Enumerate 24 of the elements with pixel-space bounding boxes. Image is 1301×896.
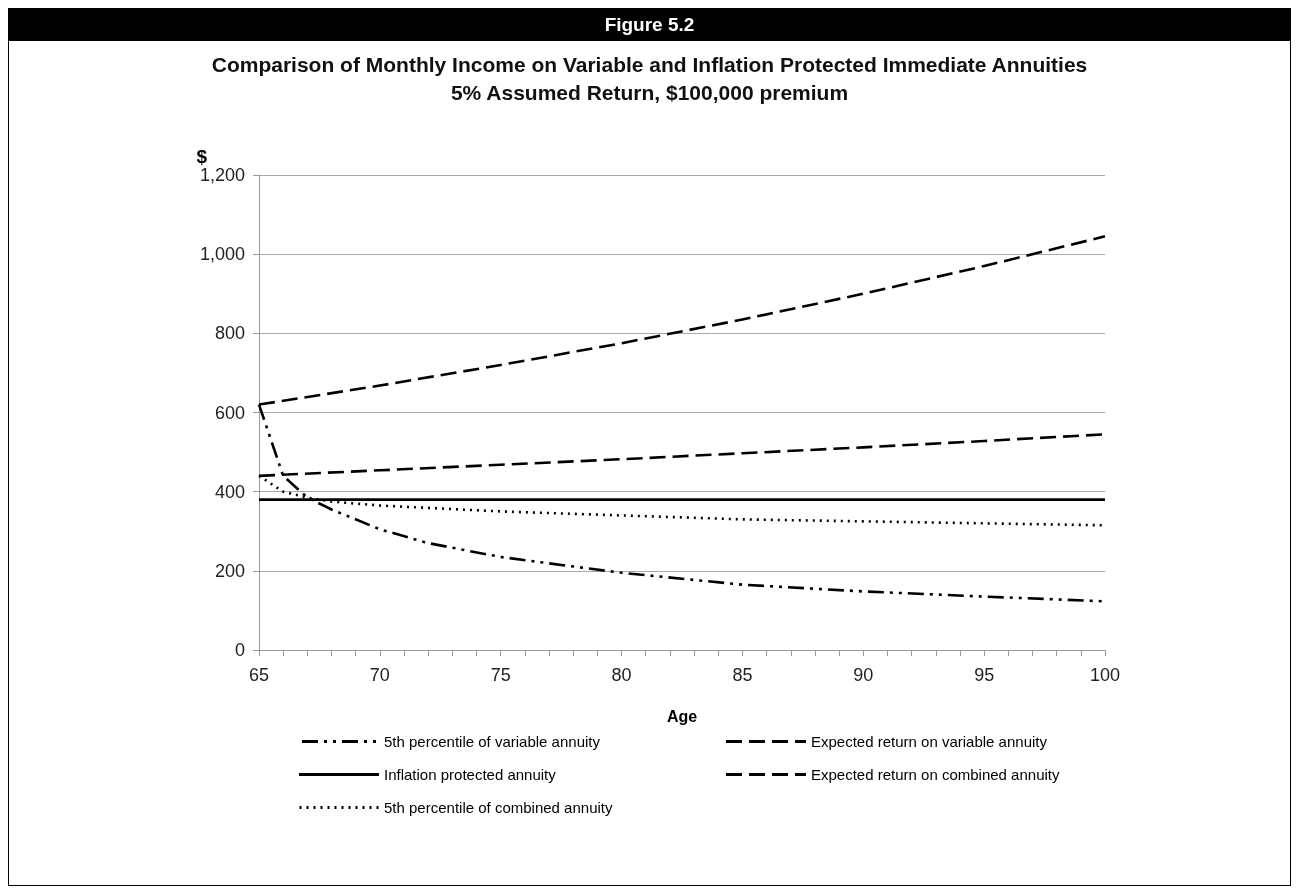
x-tick-label: 80 bbox=[611, 665, 632, 685]
y-tick-label: 1,200 bbox=[199, 165, 245, 185]
y-tick-label: 0 bbox=[234, 640, 245, 660]
legend-label: Expected return on combined annuity bbox=[811, 766, 1060, 783]
x-tick-label: 65 bbox=[248, 665, 270, 685]
x-tick-label: 95 bbox=[974, 665, 995, 685]
legend-label: Expected return on variable annuity bbox=[811, 733, 1048, 750]
y-axis-title: $ bbox=[196, 146, 208, 168]
y-tick-label: 800 bbox=[214, 323, 245, 344]
chart-title: Figure 5.2 bbox=[9, 9, 1290, 41]
x-tick-label: 100 bbox=[1089, 665, 1121, 685]
legend-label: 5th percentile of variable annuity bbox=[384, 733, 601, 750]
y-tick-label: 1,000 bbox=[199, 244, 245, 265]
x-tick-label: 85 bbox=[732, 665, 753, 685]
legend-label: Inflation protected annuity bbox=[384, 766, 557, 783]
y-tick-label: 400 bbox=[214, 481, 245, 502]
x-tick-label: 70 bbox=[369, 665, 390, 685]
chart-subtitle: Comparison of Monthly Income on Variable and Inflation Protected Immediate Annuities 5% Assumed Return, $100,000 premium bbox=[210, 52, 1089, 106]
y-tick-label: 200 bbox=[214, 560, 245, 581]
x-tick-label: 90 bbox=[853, 665, 874, 685]
y-tick-label: 600 bbox=[214, 402, 245, 423]
x-axis-title: Age bbox=[666, 707, 698, 725]
legend-label: 5th percentile of combined annuity bbox=[384, 799, 613, 816]
x-tick-label: 75 bbox=[490, 665, 511, 685]
